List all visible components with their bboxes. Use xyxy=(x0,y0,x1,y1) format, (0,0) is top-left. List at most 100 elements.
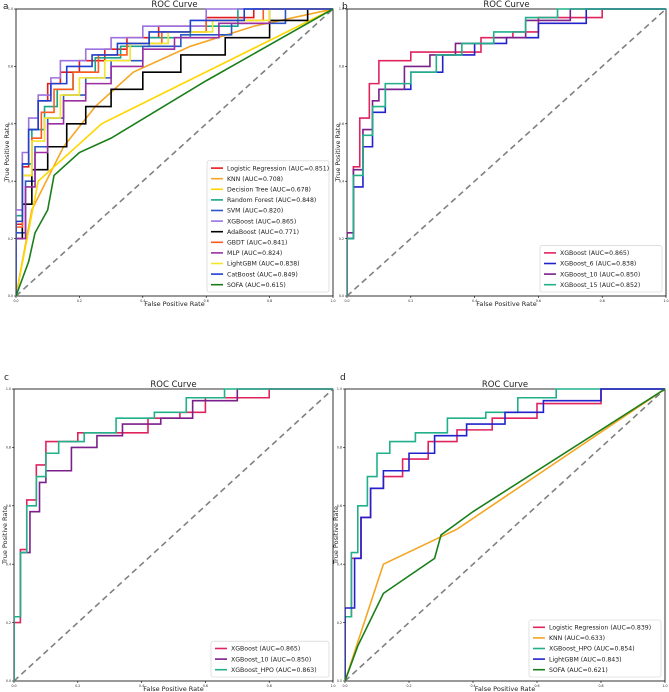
y-tick-label: 0.0 xyxy=(8,294,13,298)
legend-box xyxy=(210,640,330,678)
roc-line-5 xyxy=(16,8,333,296)
y-tick-label: 0.8 xyxy=(8,65,13,69)
x-tick-label: 0.0 xyxy=(342,684,347,688)
legend: XGBoost (AUC=0.865) XGBoost_6 (AUC=0.838)… xyxy=(539,245,663,293)
x-tick-label: 0.8 xyxy=(267,299,272,303)
legend-box xyxy=(528,619,662,678)
legend-box xyxy=(206,160,330,293)
x-tick-label: 0.2 xyxy=(75,684,80,688)
x-axis-label: False Positive Rate xyxy=(144,300,204,308)
x-axis-label: False Positive Rate xyxy=(476,300,536,308)
x-tick-label: 0.6 xyxy=(203,684,208,688)
legend-entry: AdaBoost (AUC=0.771) xyxy=(227,229,299,236)
chance-diagonal xyxy=(15,8,334,297)
legend-entry: KNN (AUC=0.708) xyxy=(227,176,283,183)
y-tick-label: 0.4 xyxy=(337,562,342,566)
legend-entry: SVM (AUC=0.820) xyxy=(227,208,283,215)
y-tick-label: 0.4 xyxy=(6,562,11,566)
x-tick-label: 0.6 xyxy=(536,299,541,303)
chart-title: ROC Curve xyxy=(151,0,197,10)
legend-entry: GBDT (AUC=0.841) xyxy=(227,240,287,247)
x-tick-label: 0.0 xyxy=(13,299,18,303)
panel-label: d xyxy=(340,373,346,383)
y-tick-label: 0.6 xyxy=(339,122,344,126)
chart-title: ROC Curve xyxy=(150,380,196,390)
roc-line-8 xyxy=(16,8,333,296)
legend-entry: Logistic Regression (AUC=0.851) xyxy=(227,165,329,172)
legend-entry: CatBoost (AUC=0.849) xyxy=(227,271,298,278)
legend-entry: Random Forest (AUC=0.848) xyxy=(227,197,316,204)
x-tick-label: 1.0 xyxy=(662,684,667,688)
chance-diagonal xyxy=(344,388,666,682)
x-tick-label: 0.8 xyxy=(267,684,272,688)
legend-entry: LightGBM (AUC=0.843) xyxy=(549,656,622,663)
y-tick-label: 0.4 xyxy=(8,179,13,183)
legend-entry: LightGBM (AUC=0.838) xyxy=(227,261,300,268)
y-tick-label: 0.6 xyxy=(337,504,342,508)
x-tick-label: 0.4 xyxy=(139,684,144,688)
chance-diagonal xyxy=(346,8,667,297)
x-tick-label: 0.0 xyxy=(344,299,349,303)
y-tick-label: 0.0 xyxy=(6,679,11,683)
y-axis-label: True Positive Rate xyxy=(3,124,11,183)
x-tick-label: 1.0 xyxy=(330,299,335,303)
x-tick-label: 1.0 xyxy=(330,684,335,688)
legend-entry: Decision Tree (AUC=0.678) xyxy=(227,187,311,194)
plot-frame xyxy=(13,388,334,682)
roc-line-3 xyxy=(345,388,665,681)
y-tick-label: 0.0 xyxy=(339,294,344,298)
x-tick-label: 0.8 xyxy=(598,684,603,688)
y-tick-label: 0.0 xyxy=(337,679,342,683)
chart-title: ROC Curve xyxy=(482,380,528,390)
y-tick-label: 1.0 xyxy=(6,387,11,391)
y-tick-label: 1.0 xyxy=(339,7,344,11)
legend: Logistic Regression (AUC=0.839) KNN (AUC=… xyxy=(528,619,662,678)
y-tick-label: 0.2 xyxy=(339,237,344,241)
series-lines xyxy=(345,388,665,682)
x-tick-label: 1.0 xyxy=(663,299,668,303)
series-lines xyxy=(347,8,666,296)
legend-entry: XGBoost (AUC=0.865) xyxy=(560,250,629,257)
chart-title: ROC Curve xyxy=(483,0,529,10)
y-tick-label: 0.4 xyxy=(339,179,344,183)
series-lines xyxy=(14,388,333,681)
y-tick-label: 0.2 xyxy=(8,237,13,241)
y-tick-label: 0.8 xyxy=(337,446,342,450)
legend-entry: SOFA (AUC=0.621) xyxy=(549,667,608,674)
roc-panel-a: a ROC Curve 0.0 0.2 0.4 0.6 0.8 1.0 0.0 0.2 0.4 0.6… xyxy=(3,0,336,308)
x-tick-label: 0.8 xyxy=(600,299,605,303)
legend-entry: Logistic Regression (AUC=0.839) xyxy=(549,625,651,632)
plot-frame xyxy=(346,8,667,297)
roc-line-4 xyxy=(345,388,665,682)
plot-frame xyxy=(15,8,334,297)
roc-panel-b: b ROC Curve 0.0 0.2 0.4 0.6 0.8 1.0 0.0 0.2 0.4 0.6… xyxy=(334,0,669,308)
legend-entry: KNN (AUC=0.633) xyxy=(549,635,605,642)
x-tick-label: 0.6 xyxy=(204,299,209,303)
y-tick-label: 0.2 xyxy=(6,621,11,625)
panel-label: c xyxy=(4,373,9,383)
roc-panel-c: c ROC Curve 0.0 0.2 0.4 0.6 0.8 1.0 0.0 0.2 0.4 0.6… xyxy=(1,373,336,692)
legend-entry: XGBoost_10 (AUC=0.850) xyxy=(560,271,640,278)
roc-line-2 xyxy=(14,388,333,681)
roc-line-10 xyxy=(16,8,333,296)
y-tick-label: 0.6 xyxy=(8,122,13,126)
x-tick-label: 0.2 xyxy=(406,684,411,688)
panel-label: a xyxy=(3,2,9,12)
legend-entry: XGBoost_HPO (AUC=0.863) xyxy=(231,667,317,674)
legend-entry: XGBoost_HPO (AUC=0.854) xyxy=(549,646,635,653)
x-tick-label: 0.4 xyxy=(140,299,145,303)
x-tick-label: 0.2 xyxy=(77,299,82,303)
legend-entry: XGBoost_10 (AUC=0.850) xyxy=(231,656,311,663)
legend-entry: XGBoost (AUC=0.865) xyxy=(227,218,296,225)
panel-label: b xyxy=(342,2,348,12)
y-tick-label: 0.2 xyxy=(337,621,342,625)
x-tick-label: 0.6 xyxy=(534,684,539,688)
roc-line-2 xyxy=(16,8,333,297)
x-axis-label: False Positive Rate xyxy=(475,685,535,692)
roc-line-11 xyxy=(16,8,333,297)
series-lines xyxy=(16,8,333,297)
legend: XGBoost (AUC=0.865) XGBoost_10 (AUC=0.850… xyxy=(210,640,330,678)
roc-line-9 xyxy=(16,8,333,296)
